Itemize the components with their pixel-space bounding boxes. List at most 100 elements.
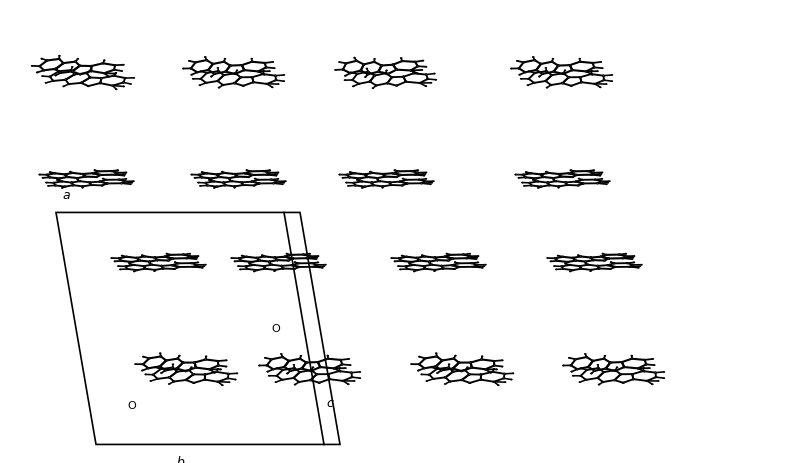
Circle shape — [542, 74, 544, 75]
Text: a: a — [62, 188, 70, 201]
Circle shape — [196, 265, 198, 266]
Circle shape — [638, 268, 639, 269]
Circle shape — [114, 261, 116, 262]
Circle shape — [568, 173, 570, 175]
Circle shape — [167, 260, 170, 262]
Circle shape — [52, 81, 54, 82]
Circle shape — [454, 269, 455, 270]
Circle shape — [251, 181, 253, 183]
Circle shape — [451, 258, 454, 260]
Circle shape — [381, 66, 382, 67]
Circle shape — [199, 86, 201, 87]
Circle shape — [345, 76, 346, 77]
Circle shape — [362, 188, 363, 189]
Circle shape — [90, 185, 92, 186]
Circle shape — [47, 186, 49, 187]
Circle shape — [457, 263, 459, 264]
Circle shape — [138, 260, 141, 262]
Circle shape — [538, 188, 539, 189]
Circle shape — [395, 177, 398, 178]
Circle shape — [587, 367, 590, 368]
Circle shape — [590, 257, 592, 259]
Circle shape — [276, 174, 278, 175]
Circle shape — [418, 180, 420, 181]
Circle shape — [130, 184, 131, 185]
Circle shape — [113, 76, 115, 77]
Circle shape — [62, 87, 65, 88]
Circle shape — [597, 266, 598, 267]
Circle shape — [118, 180, 120, 181]
Circle shape — [602, 173, 603, 174]
Circle shape — [399, 269, 401, 270]
Circle shape — [562, 74, 564, 75]
Circle shape — [70, 70, 72, 72]
Circle shape — [65, 80, 66, 81]
Circle shape — [586, 171, 589, 172]
Circle shape — [192, 374, 194, 375]
Circle shape — [239, 269, 241, 270]
Circle shape — [176, 371, 178, 373]
Circle shape — [223, 62, 225, 63]
Circle shape — [251, 175, 254, 176]
Circle shape — [154, 257, 156, 259]
Circle shape — [156, 260, 158, 261]
Circle shape — [193, 267, 194, 268]
Circle shape — [546, 182, 549, 184]
Circle shape — [534, 60, 536, 62]
Circle shape — [529, 183, 531, 184]
Circle shape — [632, 379, 634, 380]
Circle shape — [143, 256, 146, 257]
Circle shape — [451, 258, 454, 260]
Circle shape — [530, 185, 533, 187]
Circle shape — [571, 70, 574, 72]
Circle shape — [68, 84, 70, 86]
Circle shape — [546, 71, 547, 73]
Circle shape — [319, 367, 322, 368]
Circle shape — [351, 377, 353, 378]
Circle shape — [186, 258, 188, 259]
Circle shape — [434, 271, 435, 272]
Circle shape — [119, 269, 121, 270]
Circle shape — [502, 366, 503, 367]
Circle shape — [310, 380, 312, 381]
Circle shape — [402, 77, 405, 78]
Circle shape — [126, 173, 127, 174]
Circle shape — [189, 256, 191, 257]
Circle shape — [220, 369, 222, 370]
Circle shape — [554, 258, 556, 259]
Circle shape — [422, 255, 423, 256]
Circle shape — [182, 69, 184, 70]
Circle shape — [590, 175, 592, 176]
Circle shape — [510, 379, 512, 380]
Circle shape — [106, 183, 108, 185]
Circle shape — [585, 262, 586, 263]
Circle shape — [90, 185, 92, 186]
Circle shape — [64, 187, 66, 188]
Circle shape — [548, 185, 550, 187]
Circle shape — [542, 177, 545, 178]
Circle shape — [136, 258, 138, 259]
Circle shape — [241, 65, 243, 67]
Circle shape — [585, 379, 587, 381]
Circle shape — [236, 176, 238, 178]
Circle shape — [190, 69, 192, 70]
Circle shape — [568, 357, 570, 358]
Circle shape — [433, 181, 434, 182]
Circle shape — [430, 367, 432, 368]
Circle shape — [621, 362, 623, 363]
Circle shape — [136, 258, 138, 259]
Circle shape — [58, 71, 60, 73]
Circle shape — [276, 368, 278, 369]
Circle shape — [400, 58, 402, 59]
Circle shape — [206, 356, 207, 357]
Circle shape — [461, 371, 462, 372]
Circle shape — [222, 182, 225, 184]
Circle shape — [614, 370, 616, 371]
Circle shape — [414, 175, 416, 176]
Circle shape — [264, 269, 266, 270]
Circle shape — [410, 171, 413, 172]
Circle shape — [123, 175, 125, 177]
Circle shape — [62, 63, 65, 65]
Circle shape — [101, 78, 102, 80]
Circle shape — [145, 374, 146, 375]
